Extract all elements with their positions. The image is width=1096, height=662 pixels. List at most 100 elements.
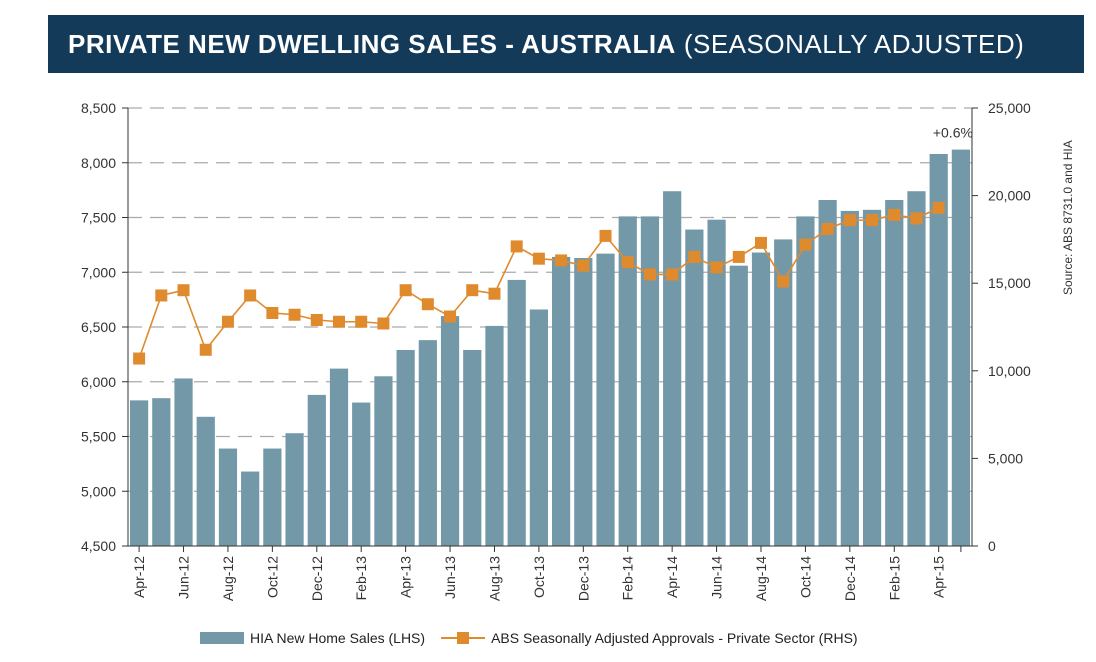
x-tick-label: Dec-12 <box>309 556 325 601</box>
legend: HIA New Home Sales (LHS) ABS Seasonally … <box>200 626 874 650</box>
x-tick-label: Aug-12 <box>220 556 236 601</box>
y-right-tick-label: 25,000 <box>988 100 1031 116</box>
y-right-tick-label: 15,000 <box>988 275 1031 291</box>
bar <box>663 191 682 546</box>
bar <box>285 433 304 546</box>
line-marker <box>777 275 790 288</box>
chart-title-banner: PRIVATE NEW DWELLING SALES - AUSTRALIA (… <box>48 15 1084 73</box>
line-marker <box>444 310 457 323</box>
bar <box>885 199 904 547</box>
line-marker <box>599 229 612 242</box>
line-marker <box>888 208 901 221</box>
line-marker <box>688 250 701 263</box>
y-left-tick-label: 7,000 <box>81 264 116 280</box>
y-left-tick-label: 5,500 <box>81 429 116 445</box>
x-tick-label: Jun-13 <box>442 556 458 599</box>
y-left-tick-label: 7,500 <box>81 210 116 226</box>
x-tick-label: Apr-12 <box>131 556 147 598</box>
x-tick-label: Feb-14 <box>620 556 636 601</box>
y-right-tick-label: 5,000 <box>988 450 1023 466</box>
bar <box>796 216 815 546</box>
y-left-tick-label: 5,000 <box>81 483 116 499</box>
line-marker <box>177 284 190 297</box>
line-series <box>133 201 945 365</box>
x-tick-label: Jun-14 <box>709 556 725 599</box>
y-right-tick-label: 20,000 <box>988 188 1031 204</box>
bar <box>329 368 349 546</box>
y-left-tick-label: 6,500 <box>81 319 116 335</box>
line-marker <box>488 287 501 300</box>
bar <box>618 216 637 546</box>
line-marker <box>555 254 568 267</box>
line-marker <box>244 289 257 302</box>
line-marker <box>221 315 234 328</box>
line-marker <box>466 284 479 297</box>
y-right-tick-label: 10,000 <box>988 363 1031 379</box>
bar <box>396 349 415 546</box>
y-left-tick-label: 8,000 <box>81 155 116 171</box>
bar <box>818 199 837 547</box>
chart-title: PRIVATE NEW DWELLING SALES - AUSTRALIA <box>68 28 676 59</box>
bar <box>418 340 437 546</box>
line-marker <box>155 289 168 302</box>
bar <box>129 400 149 546</box>
y-left-tick-label: 8,500 <box>81 100 116 116</box>
bar <box>241 471 260 546</box>
line-marker <box>577 259 590 272</box>
bar <box>352 402 371 546</box>
x-tick-label: Aug-13 <box>486 556 502 601</box>
line-marker <box>821 222 834 235</box>
line-marker <box>288 308 301 321</box>
line-marker <box>266 306 279 319</box>
bar <box>263 448 282 546</box>
chart-subtitle: (SEASONALLY ADJUSTED) <box>683 28 1025 59</box>
bar <box>707 219 726 546</box>
source-note: Source: ABS 8731.0 and HIA <box>1061 140 1075 295</box>
bar <box>551 256 571 546</box>
bar <box>507 279 526 546</box>
legend-bar-swatch <box>200 632 244 644</box>
bar <box>774 239 793 546</box>
bar <box>196 416 215 546</box>
x-tick-label: Aug-14 <box>753 556 769 601</box>
x-tick-label: Apr-14 <box>664 556 680 598</box>
line-marker <box>377 317 390 330</box>
bar <box>685 229 704 547</box>
line-marker <box>910 212 923 225</box>
legend-label-line: ABS Seasonally Adjusted Approvals - Priv… <box>491 630 858 646</box>
line-marker <box>799 238 812 251</box>
line-marker <box>755 236 767 249</box>
line-marker <box>133 352 146 365</box>
line-marker <box>421 298 434 311</box>
bar <box>485 325 504 546</box>
bar <box>751 252 771 547</box>
legend-label-bars: HIA New Home Sales (LHS) <box>250 630 426 646</box>
line-marker <box>199 343 212 356</box>
x-tick-label: Oct-12 <box>264 556 280 598</box>
x-tick-label: Oct-14 <box>797 556 813 598</box>
line-marker <box>710 261 723 274</box>
bar <box>907 191 926 546</box>
x-tick-label: Dec-13 <box>575 556 591 601</box>
line-marker <box>355 315 368 328</box>
line-marker <box>732 250 745 263</box>
line-marker <box>333 315 345 328</box>
x-tick-label: Feb-15 <box>886 556 902 601</box>
line-marker <box>510 240 523 253</box>
line-marker <box>643 268 656 281</box>
legend-item-bars: HIA New Home Sales (LHS) <box>200 630 425 646</box>
bar <box>729 265 748 546</box>
bar <box>640 216 660 546</box>
bar <box>862 209 882 546</box>
bar <box>152 398 171 546</box>
bar <box>596 253 615 546</box>
legend-item-line: ABS Seasonally Adjusted Approvals - Priv… <box>441 630 858 646</box>
y-right-tick-label: 0 <box>988 538 996 554</box>
legend-line-swatch <box>441 632 486 644</box>
x-tick-label: Apr-15 <box>931 556 947 598</box>
bar <box>840 210 859 546</box>
x-tick-label: Dec-14 <box>842 556 858 601</box>
line-marker <box>866 214 879 227</box>
bar <box>440 316 460 546</box>
